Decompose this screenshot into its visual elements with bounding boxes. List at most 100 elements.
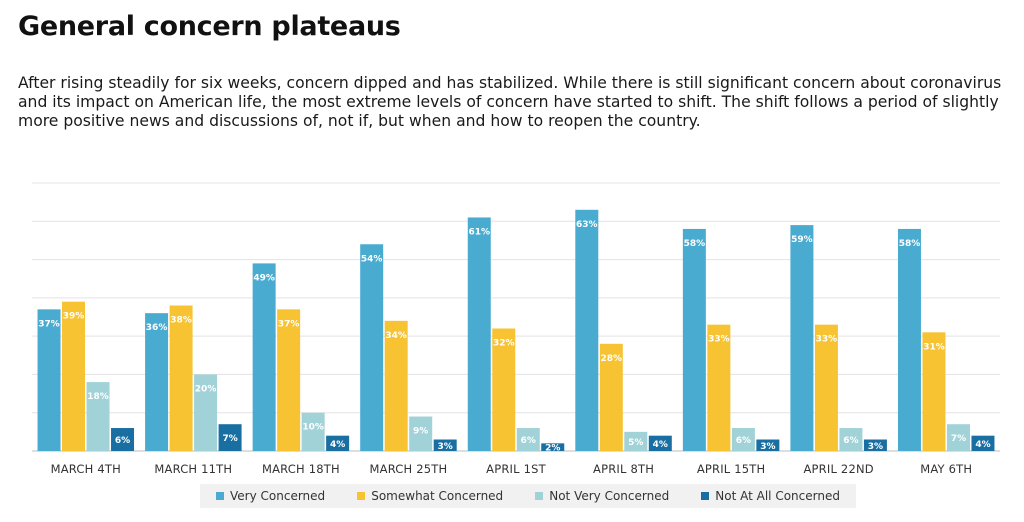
gridlines [32,182,1000,452]
bar [384,320,408,451]
data-label: 18% [87,392,109,402]
data-label: 9% [413,427,428,437]
legend-label: Not At All Concerned [715,489,840,503]
bar [707,324,731,451]
bar [169,305,193,451]
data-label: 38% [170,316,192,326]
bar [731,428,755,451]
data-label: 58% [684,239,706,249]
data-label: 33% [816,335,838,345]
data-label: 49% [253,273,275,283]
data-label: 3% [868,442,883,452]
data-label: 6% [843,436,858,446]
legend-label: Somewhat Concerned [371,489,504,503]
bar [360,244,384,451]
legend-swatch [357,492,366,500]
bar [86,382,110,451]
data-label: 37% [278,319,300,329]
bar [467,217,491,451]
x-tick-label: MARCH 25TH [370,462,448,476]
bar [516,428,540,451]
legend-label: Very Concerned [230,489,326,503]
bar [946,424,970,451]
data-label: 4% [975,440,990,450]
bar [277,309,301,451]
x-tick-label: APRIL 15TH [697,462,766,476]
data-label: 3% [438,442,453,452]
bar [301,412,325,451]
bar [790,225,814,451]
bar [111,428,135,451]
bar [145,313,169,451]
x-tick-label: MARCH 18TH [262,462,340,476]
data-label: 7% [951,434,966,444]
data-label: 10% [302,423,324,433]
data-label: 4% [330,440,345,450]
data-label: 6% [736,436,751,446]
bar [897,228,921,451]
x-axis: MARCH 4TH MARCH 11TH MARCH 18TH MARCH 25TH A… [51,462,972,476]
data-label: 3% [760,442,775,452]
chart-title: General concern plateaus [18,11,401,42]
x-tick-label: APRIL 1ST [486,462,546,476]
bar [575,209,599,451]
data-label: 61% [468,227,490,237]
data-label: 59% [791,235,813,245]
bar [409,416,433,451]
x-tick-label: APRIL 22ND [803,462,873,476]
x-tick-label: MARCH 11TH [154,462,232,476]
data-label: 7% [222,434,237,444]
bar [62,301,86,451]
data-label: 54% [361,254,383,264]
bar [599,343,623,451]
data-label: 39% [63,312,85,322]
legend-item: Not At All Concerned [701,489,840,503]
legend-swatch [216,492,225,500]
bar [922,332,946,451]
bar [194,374,218,451]
bar [971,435,995,451]
bar [814,324,838,451]
bar [756,439,780,451]
data-label: 6% [521,436,536,446]
bars [37,209,995,451]
data-label: 20% [195,384,217,394]
value-labels: 37%39%18%6%36%38%20%7%49%37%10%4%54%34%9… [38,220,990,454]
legend: Very Concerned Somewhat Concerned Not Very… [200,484,856,508]
bar [682,228,706,451]
x-tick-label: MAY 6TH [920,462,972,476]
data-label: 5% [628,438,643,448]
bar [326,435,350,451]
data-label: 31% [923,342,945,352]
data-label: 28% [601,354,623,364]
data-label: 37% [38,319,60,329]
data-label: 58% [899,239,921,249]
legend-swatch [701,492,710,500]
legend-label: Not Very Concerned [549,489,670,503]
bar [218,424,242,451]
legend-swatch [535,492,544,500]
bar [37,309,61,451]
bar [433,439,457,451]
data-label: 36% [146,323,168,333]
data-label: 4% [653,440,668,450]
x-tick-label: MARCH 4TH [51,462,121,476]
bar [648,435,672,451]
chart-subtitle: After rising steadily for six weeks, con… [18,74,1002,130]
data-label: 6% [115,436,130,446]
bar [541,443,565,451]
bar [863,439,887,451]
x-tick-label: APRIL 8TH [593,462,654,476]
legend-item: Not Very Concerned [535,489,669,503]
bar [624,431,648,451]
legend-item: Very Concerned [216,489,325,503]
legend-item: Somewhat Concerned [357,489,503,503]
bar [492,328,516,451]
bar [252,263,276,451]
data-label: 32% [493,338,515,348]
data-label: 33% [708,335,730,345]
data-label: 34% [385,331,407,341]
data-label: 63% [576,220,598,230]
data-label: 2% [545,444,560,454]
